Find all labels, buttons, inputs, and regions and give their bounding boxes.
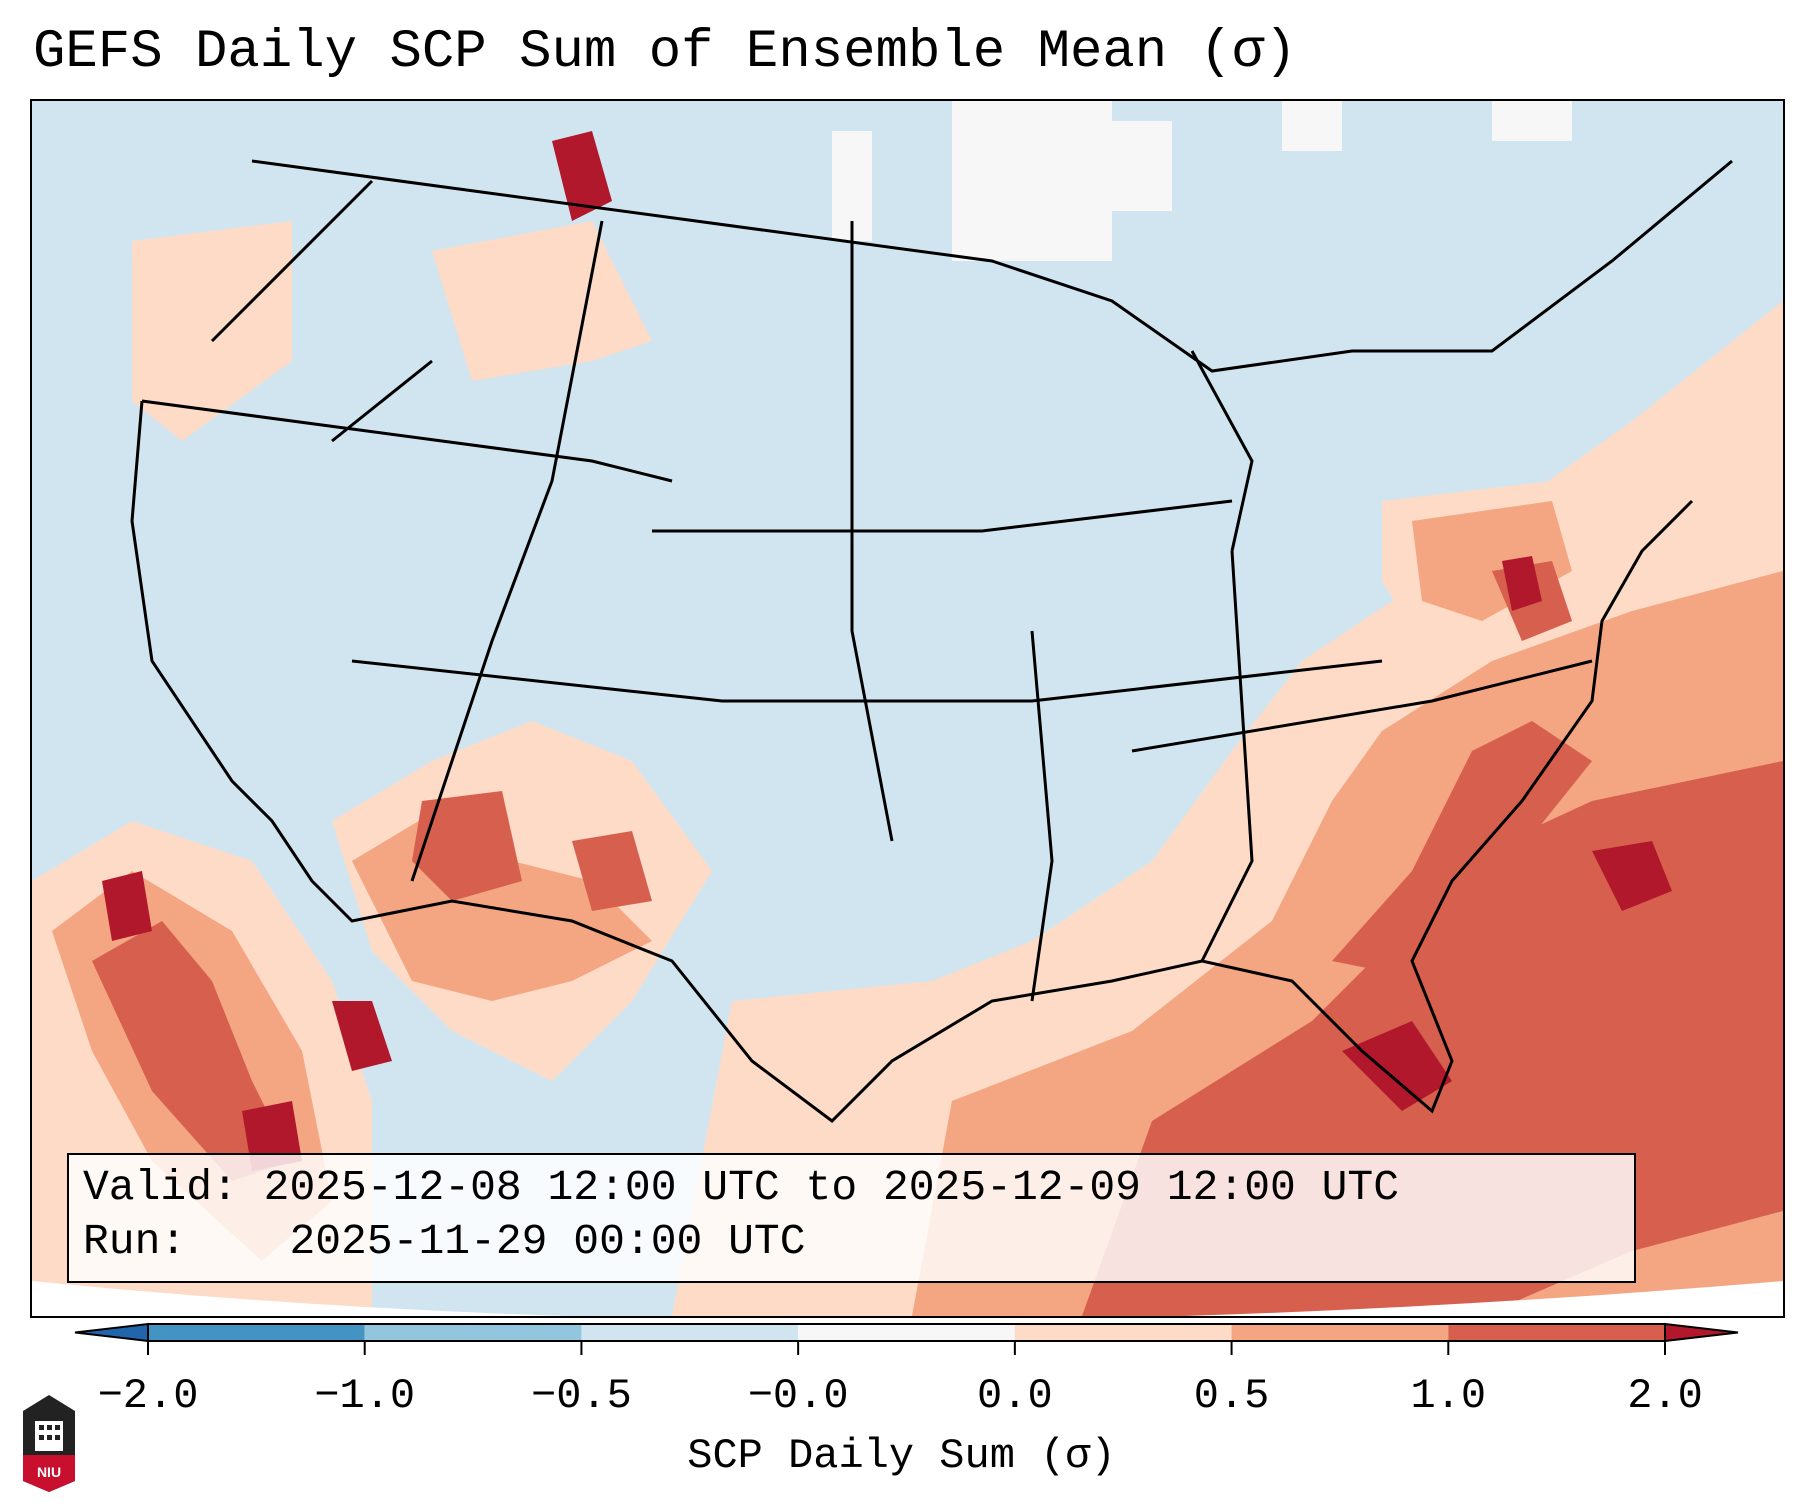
colorbar-label: SCP Daily Sum (σ) (687, 1432, 1116, 1480)
colorbar-segment (364, 1324, 582, 1341)
colorbar-tick-label: 0.0 (977, 1372, 1053, 1420)
colorbar-tick-label: 1.0 (1410, 1372, 1487, 1420)
colorbar-segment (1448, 1324, 1665, 1341)
colorbar (74, 1322, 1739, 1355)
svg-text:NIU: NIU (37, 1464, 61, 1480)
colorbar-tick-label: 0.5 (1193, 1372, 1270, 1420)
colorbar-extend-low (74, 1322, 149, 1343)
colorbar-segment (581, 1324, 799, 1341)
colorbar-tick-label: −0.0 (747, 1372, 849, 1420)
colorbar-outline (147, 1323, 1666, 1342)
colorbar-tick-label: −0.5 (531, 1372, 632, 1420)
niu-logo: NIU (23, 1395, 75, 1492)
colorbar-extend-high (1664, 1322, 1739, 1343)
colorbar-tick-label: −2.0 (97, 1372, 199, 1420)
run-time: 2025-11-29 00:00 UTC (289, 1217, 806, 1266)
valid-run-info-box: Valid: 2025-12-08 12:00 UTC to 2025-12-0… (67, 1153, 1636, 1283)
scp-heatmap (32, 101, 1783, 1316)
colorbar-segment (798, 1324, 1015, 1341)
near-zero-region (832, 101, 1572, 261)
colorbar-tick-label: 2.0 (1627, 1372, 1703, 1420)
globe-edge (32, 1281, 1783, 1316)
valid-time: 2025-12-08 12:00 UTC to 2025-12-09 12:00… (263, 1163, 1400, 1212)
colorbar-tick-label: −1.0 (314, 1372, 416, 1420)
colorbar-segment (148, 1324, 365, 1341)
colorbar-segment (1014, 1324, 1232, 1341)
valid-label: Valid: (83, 1163, 238, 1212)
colorbar-segment (1231, 1324, 1449, 1341)
map-panel (30, 99, 1785, 1318)
run-label: Run: (83, 1217, 187, 1266)
chart-title: GEFS Daily SCP Sum of Ensemble Mean (σ) (33, 22, 1297, 83)
state-borders (130, 159, 1733, 1123)
